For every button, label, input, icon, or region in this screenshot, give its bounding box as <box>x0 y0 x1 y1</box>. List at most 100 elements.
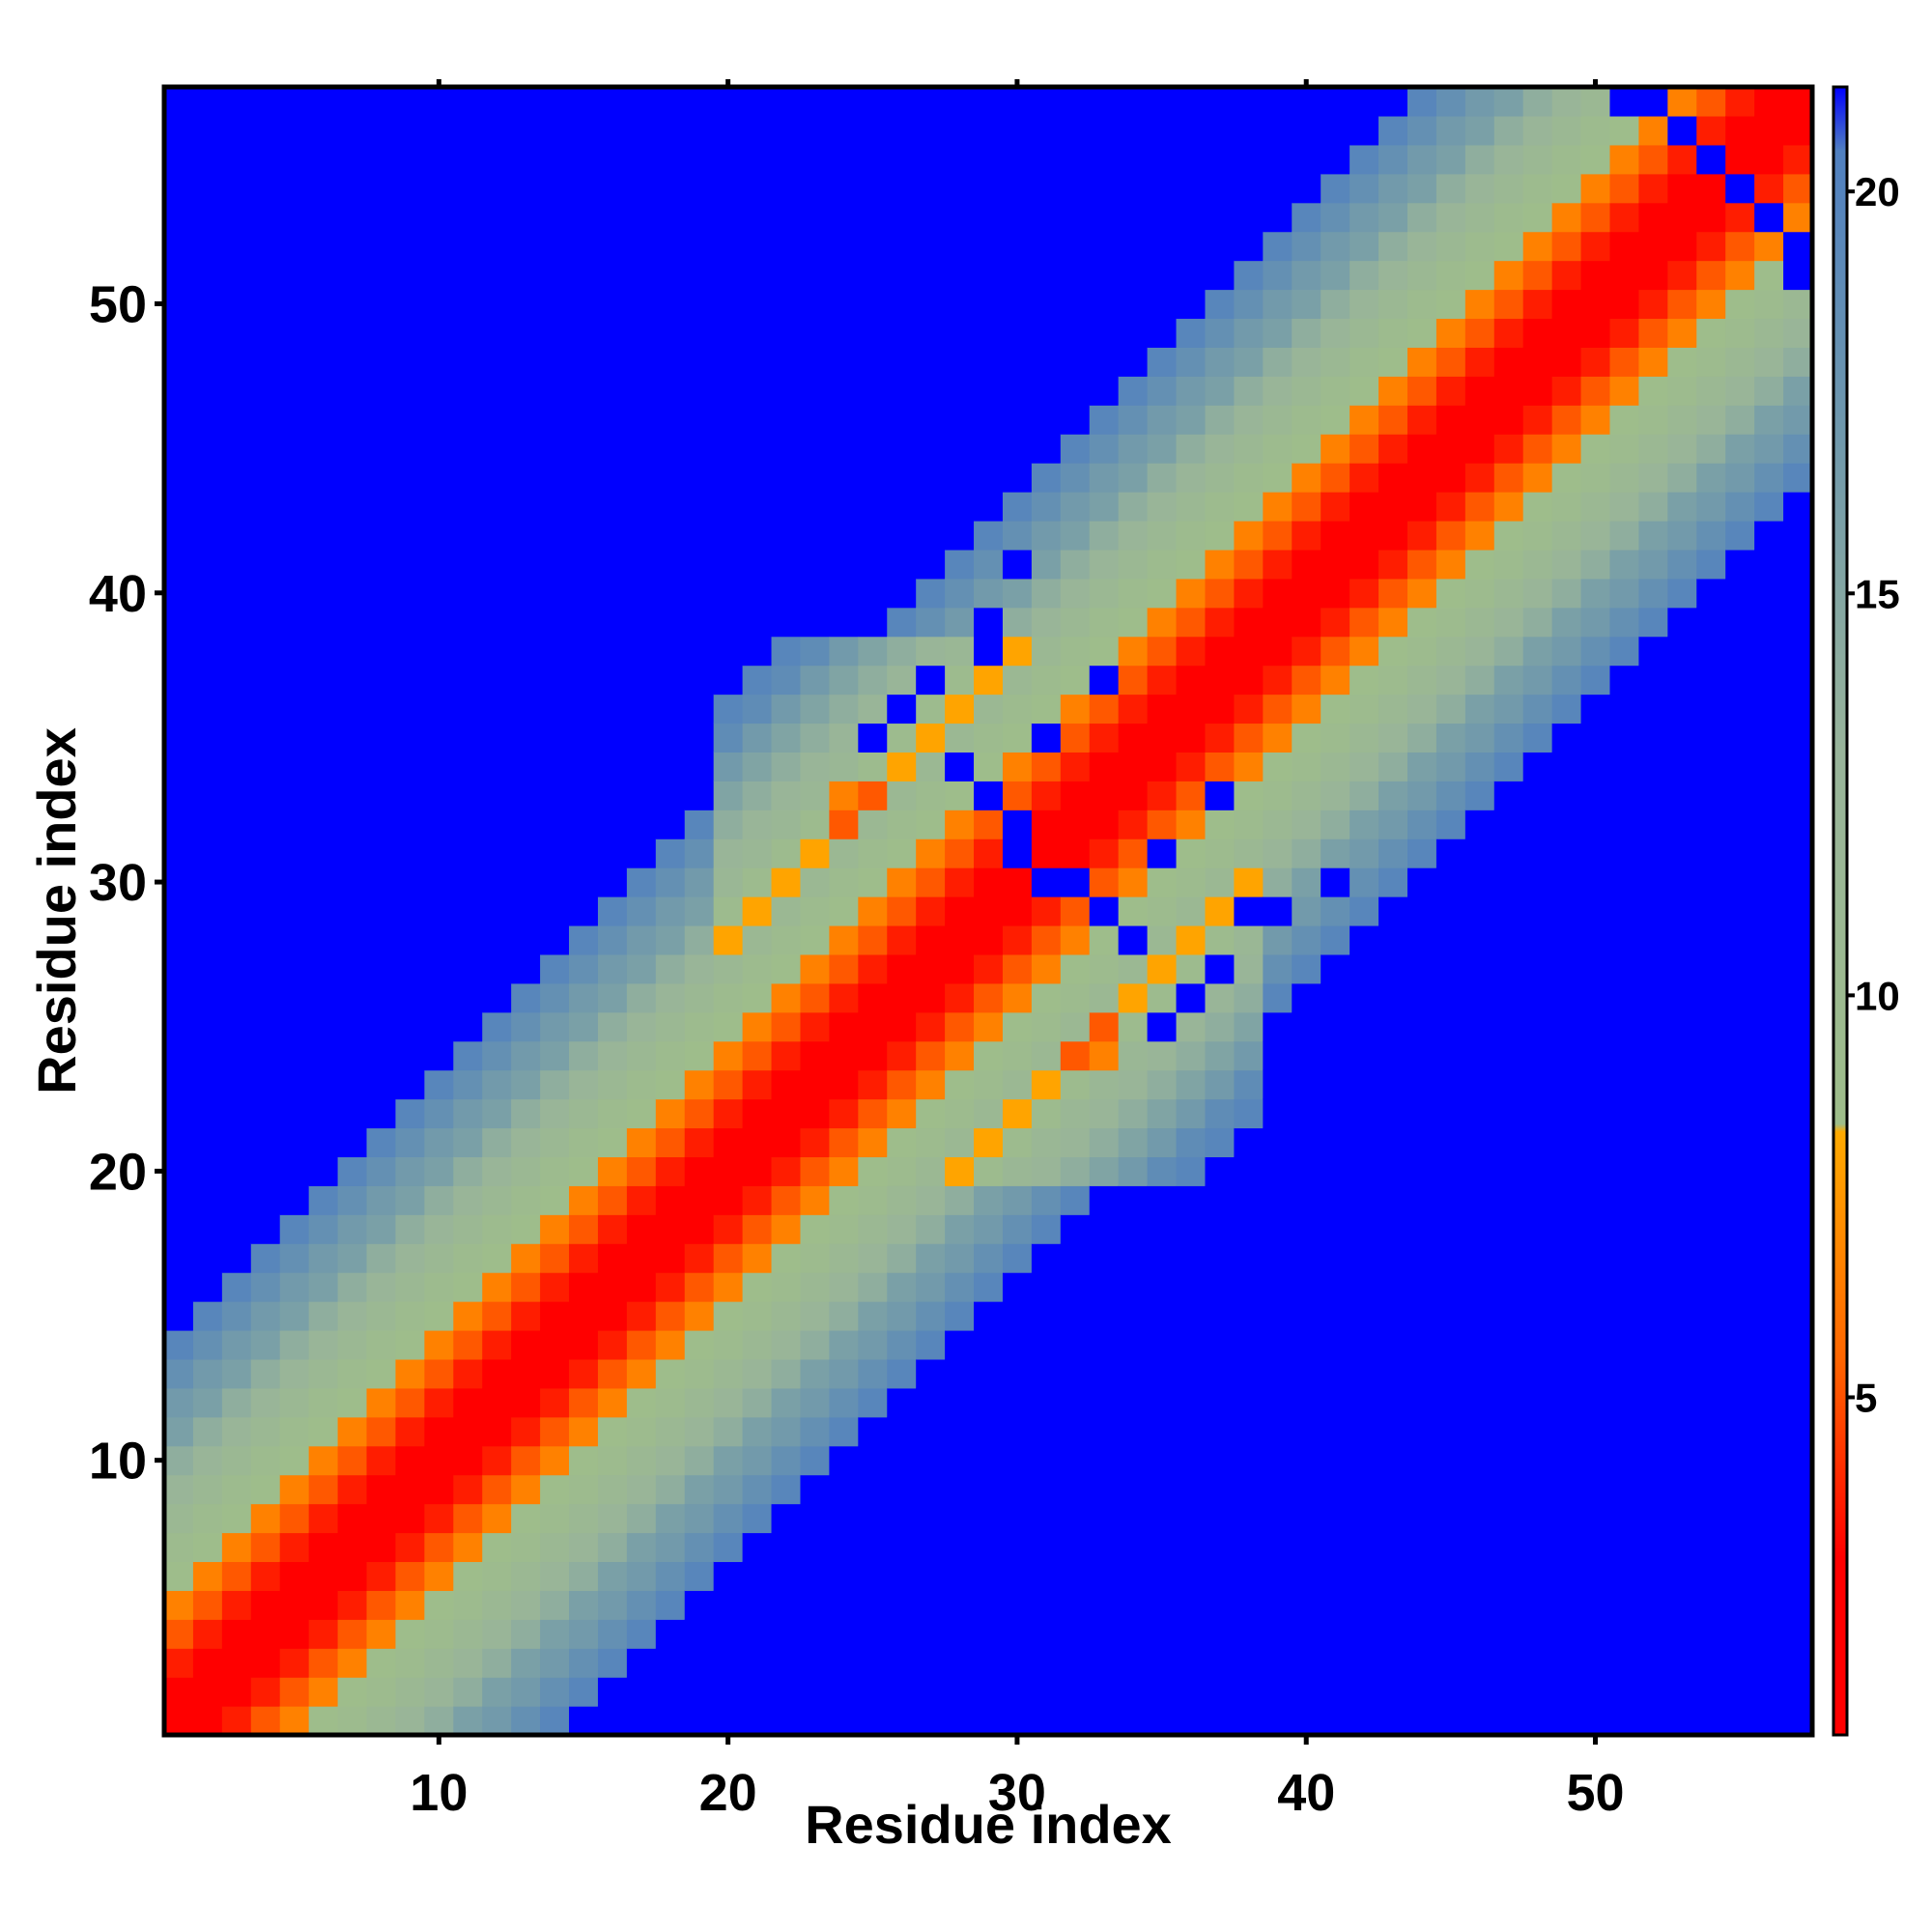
heatmap-cell <box>540 376 570 406</box>
heatmap-cell <box>1667 492 1697 522</box>
heatmap-cell <box>1725 838 1755 868</box>
heatmap-cell <box>1002 810 1033 839</box>
heatmap-cell <box>916 607 946 638</box>
heatmap-cell <box>1292 665 1321 696</box>
heatmap-cell <box>366 1590 397 1620</box>
heatmap-cell <box>829 492 859 522</box>
heatmap-cell <box>1350 1156 1379 1186</box>
heatmap-cell <box>742 115 773 146</box>
heatmap-cell <box>1060 434 1091 464</box>
heatmap-cell <box>221 1648 252 1678</box>
heatmap-cell <box>597 665 628 696</box>
heatmap-cell <box>974 1706 1004 1736</box>
heatmap-cell <box>221 982 252 1013</box>
heatmap-cell <box>395 289 425 320</box>
heatmap-cell <box>800 867 830 897</box>
heatmap-cell <box>1176 520 1207 551</box>
y-tick-label: 40 <box>89 565 147 623</box>
heatmap-cell <box>1147 1648 1178 1678</box>
heatmap-cell <box>1147 838 1178 868</box>
heatmap-cell <box>1406 924 1437 955</box>
heatmap-cell <box>655 752 686 781</box>
heatmap-cell <box>1350 607 1379 638</box>
heatmap-cell <box>742 1156 773 1186</box>
heatmap-cell <box>1205 953 1235 984</box>
heatmap-cell <box>1263 1011 1293 1042</box>
heatmap-cell <box>1089 1272 1120 1302</box>
heatmap-cell <box>1263 520 1293 551</box>
heatmap-cell <box>1118 173 1149 204</box>
heatmap-cell <box>684 289 715 320</box>
heatmap-cell <box>974 1416 1004 1447</box>
heatmap-cell <box>626 636 657 667</box>
heatmap-cell <box>684 1011 715 1042</box>
heatmap-cell <box>221 723 252 753</box>
heatmap-cell <box>713 752 744 781</box>
heatmap-cell <box>1725 1561 1755 1591</box>
heatmap-cell <box>742 1272 773 1302</box>
heatmap-cell <box>945 1127 975 1157</box>
heatmap-cell <box>1783 607 1813 638</box>
heatmap-cell <box>482 1445 512 1476</box>
heatmap-cell <box>626 924 657 955</box>
heatmap-cell <box>887 924 917 955</box>
heatmap-cell <box>1118 289 1149 320</box>
heatmap-cell <box>569 1416 599 1447</box>
heatmap-cell <box>1725 1214 1755 1244</box>
heatmap-cell <box>1292 578 1321 609</box>
heatmap-cell <box>1609 1474 1640 1505</box>
heatmap-cell <box>1464 520 1495 551</box>
heatmap-cell <box>1406 1272 1437 1302</box>
heatmap-cell <box>1031 1503 1062 1534</box>
heatmap-cell <box>771 492 802 522</box>
heatmap-cell <box>1551 1069 1582 1100</box>
heatmap-cell <box>1435 1387 1466 1418</box>
heatmap-cell <box>1321 723 1350 753</box>
heatmap-cell <box>192 549 223 580</box>
heatmap-cell <box>1176 982 1207 1013</box>
heatmap-cell <box>829 173 859 204</box>
heatmap-cell <box>974 1214 1004 1244</box>
heatmap-cell <box>1783 1474 1813 1505</box>
colorbar-tick-label: 10 <box>1855 973 1900 1018</box>
heatmap-cell <box>1493 1648 1524 1678</box>
heatmap-cell <box>684 144 715 175</box>
heatmap-cell <box>945 260 975 291</box>
heatmap-cell <box>1609 289 1640 320</box>
heatmap-cell <box>1464 1619 1495 1649</box>
heatmap-cell <box>1321 1011 1350 1042</box>
heatmap-cell <box>1609 1272 1640 1302</box>
heatmap-cell <box>1292 202 1321 233</box>
heatmap-cell <box>713 173 744 204</box>
heatmap-cell <box>424 1706 454 1736</box>
heatmap-cell <box>800 1069 830 1100</box>
heatmap-cell <box>1147 1358 1178 1389</box>
heatmap-cell <box>626 1387 657 1418</box>
heatmap-cell <box>1350 1098 1379 1129</box>
heatmap-cell <box>164 1648 194 1678</box>
heatmap-cell <box>1147 405 1178 435</box>
heatmap-cell <box>1609 665 1640 696</box>
heatmap-cell <box>1263 405 1293 435</box>
heatmap-cell <box>1234 434 1264 464</box>
heatmap-cell <box>1406 578 1437 609</box>
heatmap-cell <box>511 173 541 204</box>
heatmap-cell <box>1493 1272 1524 1302</box>
heatmap-cell <box>337 607 368 638</box>
heatmap-cell <box>164 1445 194 1476</box>
heatmap-cell <box>279 520 310 551</box>
heatmap-cell <box>453 231 483 262</box>
heatmap-cell <box>540 723 570 753</box>
heatmap-cell <box>540 896 570 926</box>
heatmap-cell <box>279 549 310 580</box>
heatmap-cell <box>1263 636 1293 667</box>
heatmap-cell <box>742 1185 773 1215</box>
heatmap-cell <box>1292 1156 1321 1186</box>
heatmap-cell <box>1638 1532 1668 1563</box>
heatmap-cell <box>164 1677 194 1707</box>
heatmap-cell <box>1609 1040 1640 1071</box>
heatmap-cell <box>1060 1532 1091 1563</box>
heatmap-cell <box>1754 1706 1784 1736</box>
heatmap-cell <box>771 87 802 117</box>
heatmap-cell <box>1060 1011 1091 1042</box>
